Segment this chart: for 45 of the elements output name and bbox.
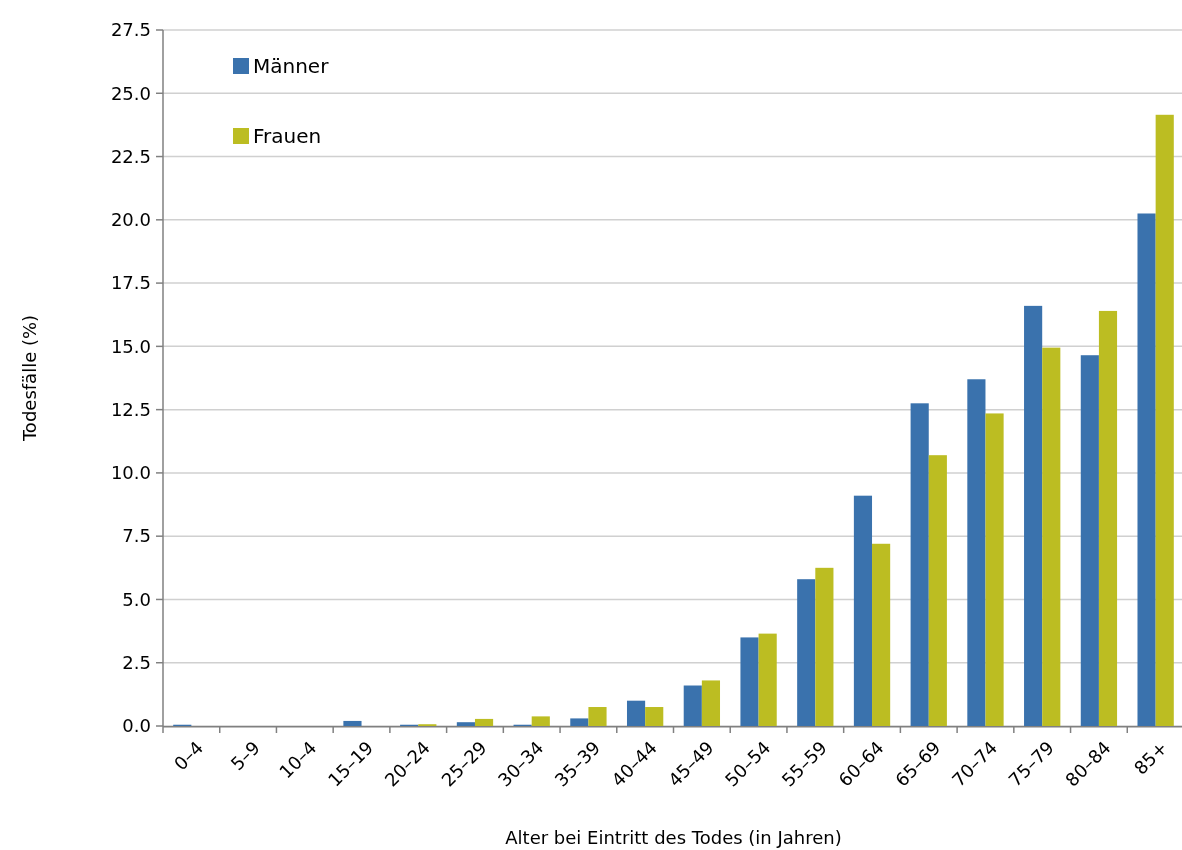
bar xyxy=(910,403,929,726)
bar xyxy=(343,720,362,726)
bar xyxy=(474,718,494,726)
bar xyxy=(683,685,702,726)
bar xyxy=(570,718,589,726)
y-tick-label: 0.0 xyxy=(122,715,151,737)
y-tick-label: 22.5 xyxy=(110,145,151,167)
bar xyxy=(531,716,550,726)
bar xyxy=(1042,347,1061,726)
y-tick-label: 17.5 xyxy=(110,272,151,294)
bar xyxy=(1155,114,1174,726)
x-tick-label: 0–4 xyxy=(169,736,208,775)
y-tick-label: 25.0 xyxy=(110,82,151,104)
bar xyxy=(626,700,646,726)
bar xyxy=(456,722,475,726)
bar xyxy=(985,413,1004,726)
bar xyxy=(928,455,947,726)
x-axis-title: Alter bei Eintritt des Todes (in Jahren) xyxy=(505,827,842,848)
bar xyxy=(1024,305,1043,726)
bar xyxy=(588,707,607,726)
bar xyxy=(872,543,891,726)
y-tick-label: 2.5 xyxy=(122,652,151,674)
y-tick-label: 20.0 xyxy=(110,209,151,231)
bar xyxy=(758,633,777,726)
bar xyxy=(1137,213,1156,726)
bar xyxy=(1098,310,1118,726)
bar xyxy=(797,579,816,726)
bar xyxy=(967,379,986,726)
y-tick-label: 15.0 xyxy=(110,335,151,357)
legend-label: Frauen xyxy=(253,124,322,148)
bar xyxy=(645,707,664,726)
y-tick-label: 10.0 xyxy=(110,462,151,484)
bar xyxy=(853,495,873,726)
bar xyxy=(815,567,834,726)
bar xyxy=(701,680,721,726)
y-tick-label: 27.5 xyxy=(110,19,151,41)
y-tick-label: 7.5 xyxy=(122,525,151,547)
legend-label: Männer xyxy=(253,54,330,78)
y-tick-label: 5.0 xyxy=(122,588,151,610)
x-tick-label: 5–9 xyxy=(226,736,264,775)
y-axis-title: Todesfälle (%) xyxy=(19,314,40,443)
y-tick-label: 12.5 xyxy=(110,398,151,420)
bar xyxy=(740,637,759,726)
bar xyxy=(1080,355,1099,726)
x-tick-label: 85+ xyxy=(1129,736,1172,779)
